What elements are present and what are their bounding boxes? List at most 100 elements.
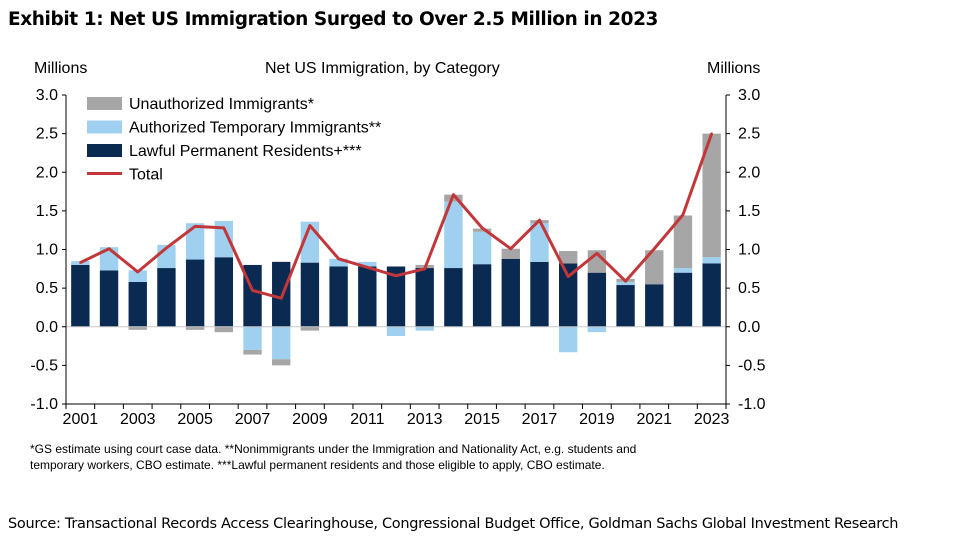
total-point-2006 [222, 226, 226, 230]
total-point-2021 [653, 247, 656, 250]
right-y-tick-label: -1.0 [738, 396, 766, 413]
bar-permanent-2004 [157, 268, 176, 327]
x-tick-label-2019: 2019 [579, 411, 615, 428]
bar-temporary-2005 [185, 223, 205, 260]
bar-unauthorized-2022 [673, 215, 693, 269]
bar-temporary-2006 [214, 220, 234, 258]
right-y-tick-label: -0.5 [738, 357, 766, 374]
legend-label-permanent: Lawful Permanent Residents+*** [129, 143, 362, 160]
bar-temporary-2023 [702, 257, 721, 264]
bar-unauthorized-2008 [272, 359, 291, 366]
bar-unauthorized-2009 [300, 326, 320, 331]
left-y-tick-label: 0.0 [36, 319, 58, 336]
bar-unauthorized-2023 [702, 133, 721, 258]
left-y-tick-label: -1.0 [30, 396, 58, 413]
bar-unauthorized-2021 [645, 250, 664, 285]
x-tick-label-2023: 2023 [694, 411, 730, 428]
x-tick-label-2013: 2013 [407, 411, 443, 428]
source-note: Source: Transactional Records Access Cle… [8, 516, 899, 532]
bar-temporary-2015 [472, 231, 492, 265]
bar-unauthorized-2005 [185, 326, 205, 330]
legend-swatch-permanent [87, 144, 122, 157]
right-y-tick-label: 0.5 [738, 280, 760, 297]
total-point-2019 [595, 252, 599, 255]
bar-unauthorized-2003 [128, 326, 147, 330]
legend-label-temporary: Authorized Temporary Immigrants** [129, 120, 381, 137]
bar-temporary-2010 [329, 258, 348, 267]
right-y-tick-label: 3.0 [738, 87, 760, 104]
bar-temporary-2018 [558, 326, 578, 353]
total-point-2018 [566, 275, 570, 278]
total-point-2012 [394, 274, 398, 277]
footnote-line-2: temporary workers, CBO estimate. ***Lawf… [30, 458, 605, 472]
left-y-tick-label: 2.0 [36, 164, 58, 181]
bar-unauthorized-2016 [501, 248, 520, 259]
legend-swatch-temporary [87, 120, 122, 134]
total-point-2016 [509, 247, 512, 250]
left-y-tick-label: -0.5 [30, 357, 58, 374]
total-point-2023 [710, 132, 713, 135]
bar-temporary-2012 [386, 326, 406, 337]
total-point-2008 [280, 296, 283, 300]
bar-permanent-2009 [300, 262, 320, 327]
bar-permanent-2005 [185, 259, 205, 327]
total-point-2005 [193, 225, 197, 228]
legend-label-unauthorized: Unauthorized Immigrants* [129, 96, 314, 113]
total-point-2003 [136, 270, 139, 274]
bar-permanent-2020 [616, 285, 635, 327]
x-tick-label-2003: 2003 [120, 411, 156, 428]
right-axis-unit-label: Millions [707, 60, 761, 77]
x-tick-label-2001: 2001 [63, 411, 99, 428]
x-tick-label-2009: 2009 [292, 411, 328, 428]
bar-permanent-2019 [587, 272, 607, 327]
bar-temporary-2017 [530, 223, 549, 262]
bar-unauthorized-2006 [214, 326, 234, 333]
legend-label-total: Total [129, 167, 163, 184]
bar-temporary-2019 [587, 326, 607, 333]
total-point-2009 [308, 224, 312, 227]
left-y-tick-label: 0.5 [36, 280, 58, 297]
legend-swatch-unauthorized [87, 97, 122, 110]
total-point-2014 [452, 193, 455, 196]
bar-unauthorized-2018 [558, 251, 578, 264]
x-tick-label-2007: 2007 [235, 411, 271, 428]
right-y-tick-label: 2.0 [738, 164, 760, 181]
bar-permanent-2022 [673, 272, 693, 327]
footnote: *GS estimate using court case data. **No… [30, 441, 775, 473]
total-point-2004 [165, 246, 168, 250]
right-y-tick-label: 1.5 [738, 203, 760, 220]
total-point-2007 [251, 289, 254, 292]
bar-permanent-2006 [214, 257, 234, 327]
bar-permanent-2017 [530, 261, 549, 327]
bar-permanent-2016 [501, 258, 520, 327]
bar-permanent-2014 [444, 268, 463, 327]
bar-permanent-2023 [702, 263, 721, 327]
total-point-2015 [480, 226, 484, 230]
bar-permanent-2010 [329, 266, 348, 327]
bar-permanent-2018 [558, 263, 578, 327]
bar-permanent-2011 [358, 266, 377, 327]
bar-unauthorized-2015 [472, 228, 492, 232]
x-tick-label-2017: 2017 [522, 411, 558, 428]
bar-temporary-2008 [272, 326, 291, 360]
left-y-tick-label: 1.5 [36, 203, 58, 220]
total-point-2010 [337, 257, 340, 260]
total-point-2022 [681, 213, 685, 216]
right-y-tick-label: 2.5 [738, 126, 760, 143]
right-y-tick-label: 0.0 [738, 319, 760, 336]
footnote-line-1: *GS estimate using court case data. **No… [30, 442, 637, 456]
total-point-2002 [107, 247, 111, 250]
right-y-tick-label: 1.0 [738, 242, 760, 259]
bar-temporary-2007 [243, 326, 262, 350]
total-point-2001 [79, 261, 82, 264]
bar-permanent-2002 [99, 270, 119, 327]
bar-temporary-2014 [444, 201, 463, 269]
x-tick-label-2015: 2015 [464, 411, 500, 428]
x-tick-label-2005: 2005 [177, 411, 213, 428]
bar-permanent-2003 [128, 281, 147, 327]
chart-title: Net US Immigration, by Category [265, 60, 500, 77]
bar-permanent-2012 [386, 266, 406, 327]
bar-temporary-2011 [358, 261, 377, 267]
left-y-tick-label: 2.5 [36, 126, 58, 143]
